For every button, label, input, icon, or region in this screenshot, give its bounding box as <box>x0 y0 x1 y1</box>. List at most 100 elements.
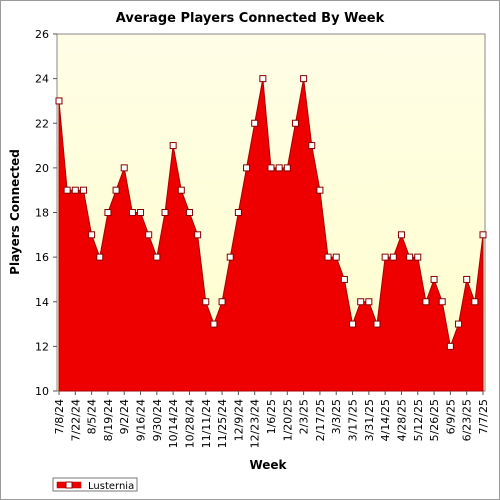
data-point <box>422 298 430 306</box>
data-point <box>234 209 242 216</box>
x-tick-label: 11/11/24 <box>200 399 213 448</box>
series-area-group <box>58 78 484 392</box>
data-point <box>169 142 177 150</box>
data-point <box>55 97 63 105</box>
x-tick-label: 3/3/25 <box>330 399 343 434</box>
data-point <box>471 298 479 306</box>
data-point <box>194 231 202 239</box>
legend-label: Lusternia <box>88 481 134 492</box>
data-point <box>446 342 454 350</box>
data-point <box>300 75 308 83</box>
x-tick-label: 5/26/25 <box>428 399 441 441</box>
y-tick-label: 18 <box>35 207 49 220</box>
x-tick-label: 9/30/24 <box>151 399 164 441</box>
x-tick-label: 6/23/25 <box>461 399 474 441</box>
data-point <box>202 298 210 306</box>
x-tick-label: 8/19/24 <box>102 399 115 441</box>
data-point <box>226 253 234 261</box>
data-point <box>259 75 267 83</box>
data-point <box>430 275 438 283</box>
x-tick-label: 9/2/24 <box>118 399 131 434</box>
legend: Lusternia <box>52 477 138 492</box>
y-tick-label: 16 <box>35 251 49 264</box>
x-tick-label: 1/6/25 <box>265 399 278 434</box>
y-axis-label: Players Connected <box>8 149 22 275</box>
data-point <box>455 320 463 328</box>
x-tick-label: 4/14/25 <box>379 399 392 441</box>
data-point <box>373 320 381 328</box>
data-point <box>324 253 332 261</box>
data-point <box>112 186 120 194</box>
legend-marker-icon <box>65 481 73 489</box>
data-point <box>177 186 185 194</box>
data-point <box>291 119 299 127</box>
data-point <box>340 275 348 283</box>
y-tick-label: 10 <box>35 385 49 398</box>
x-tick-label: 4/28/25 <box>395 399 408 441</box>
data-marker-group <box>55 75 487 350</box>
x-tick-label: 11/25/24 <box>216 399 229 448</box>
data-point <box>275 164 283 172</box>
x-tick-label: 9/16/24 <box>135 399 148 441</box>
data-point <box>243 164 251 172</box>
x-tick-label: 10/14/24 <box>167 399 180 448</box>
y-tick-label: 20 <box>35 162 49 175</box>
x-tick-label: 12/9/24 <box>232 399 245 441</box>
y-tick-label: 12 <box>35 340 49 353</box>
data-point <box>185 209 193 216</box>
data-point <box>389 253 397 261</box>
data-point <box>96 253 104 261</box>
y-tick-label: 22 <box>35 117 49 130</box>
x-tick-label: 6/9/25 <box>444 399 457 434</box>
x-tick-label: 7/22/24 <box>69 399 82 441</box>
x-tick-label: 7/8/24 <box>53 399 66 434</box>
data-point <box>406 253 414 261</box>
x-tick-label: 1/20/25 <box>281 399 294 441</box>
data-point <box>104 209 112 216</box>
chart-title: Average Players Connected By Week <box>116 11 385 26</box>
data-point <box>479 231 487 239</box>
x-tick-label: 3/17/25 <box>347 399 360 441</box>
data-point <box>145 231 153 239</box>
data-point <box>349 320 357 328</box>
data-point <box>365 298 373 306</box>
data-point <box>267 164 275 172</box>
x-tick-label: 2/3/25 <box>298 399 311 434</box>
x-axis-ticks: 7/8/24 7/22/24 8/5/24 8/19/24 9/2/24 9/16/24 9… <box>53 391 490 448</box>
data-point <box>397 231 405 239</box>
y-tick-label: 26 <box>35 28 49 41</box>
data-point <box>438 298 446 306</box>
data-point <box>79 186 87 194</box>
data-point <box>128 209 136 216</box>
x-tick-label: 5/12/25 <box>412 399 425 441</box>
x-tick-label: 12/23/24 <box>249 399 262 448</box>
data-point <box>316 186 324 194</box>
data-point <box>218 298 226 306</box>
data-point <box>332 253 340 261</box>
series-area-lusternia <box>58 78 484 392</box>
x-tick-label: 3/31/25 <box>363 399 376 441</box>
data-point <box>71 186 79 194</box>
x-tick-label: 2/17/25 <box>314 399 327 441</box>
x-tick-label: 7/7/25 <box>477 399 490 434</box>
data-point <box>414 253 422 261</box>
data-point <box>63 186 71 194</box>
data-point <box>381 253 389 261</box>
y-tick-label: 24 <box>35 73 49 86</box>
data-point <box>120 164 128 172</box>
data-point <box>161 209 169 216</box>
data-point <box>137 209 145 216</box>
data-point <box>283 164 291 172</box>
x-axis-label: Week <box>249 458 287 472</box>
x-tick-label: 10/28/24 <box>183 399 196 448</box>
data-point <box>153 253 161 261</box>
data-point <box>463 275 471 283</box>
data-point <box>210 320 218 328</box>
data-point <box>308 142 316 150</box>
data-point <box>88 231 96 239</box>
data-point <box>251 119 259 127</box>
y-tick-label: 14 <box>35 296 49 309</box>
y-axis-ticks: 10 12 14 16 18 20 22 24 26 <box>35 28 57 398</box>
data-point <box>357 298 365 306</box>
